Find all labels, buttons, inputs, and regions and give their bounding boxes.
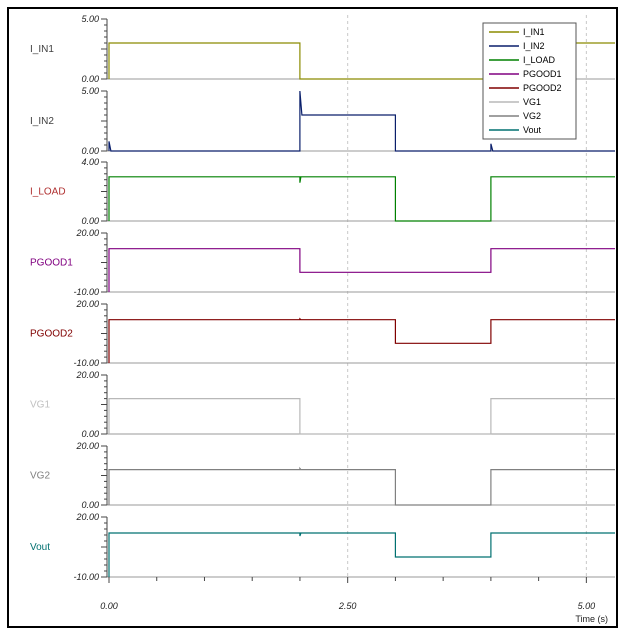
waveform-I_LOAD <box>108 176 615 222</box>
x-tick-label: 5.00 <box>578 601 596 611</box>
channel-label-Vout: Vout <box>30 542 50 553</box>
y-tick-label-bottom-I_IN1: 0.00 <box>81 74 99 84</box>
channel-label-VG1: VG1 <box>30 400 50 411</box>
y-tick-label-bottom-VG2: 0.00 <box>81 500 99 510</box>
channel-label-PGOOD2: PGOOD2 <box>30 329 73 340</box>
y-tick-label-bottom-PGOOD2: -10.00 <box>73 358 99 368</box>
y-tick-label-top-VG1: 20.00 <box>75 370 99 380</box>
channel-label-I_IN1: I_IN1 <box>30 44 54 55</box>
y-tick-label-bottom-I_IN2: 0.00 <box>81 146 99 156</box>
x-tick-label: 0.00 <box>100 601 118 611</box>
waveform-PGOOD2 <box>108 317 615 363</box>
x-tick-label: 2.50 <box>338 601 357 611</box>
legend-entry-I_IN1: I_IN1 <box>523 27 545 37</box>
waveform-VG1 <box>108 398 615 435</box>
waveform-I_IN2 <box>108 90 615 152</box>
channel-label-I_IN2: I_IN2 <box>30 116 54 127</box>
channel-label-PGOOD1: PGOOD1 <box>30 258 73 269</box>
y-tick-label-top-I_IN2: 5.00 <box>81 86 99 96</box>
legend-entry-PGOOD2: PGOOD2 <box>523 83 562 93</box>
legend-entry-I_LOAD: I_LOAD <box>523 55 556 65</box>
legend-entry-VG1: VG1 <box>523 97 541 107</box>
y-tick-label-bottom-Vout: -10.00 <box>73 572 99 582</box>
waveform-PGOOD1 <box>108 248 615 292</box>
y-tick-label-top-I_LOAD: 4.00 <box>81 157 99 167</box>
y-tick-label-top-VG2: 20.00 <box>75 441 99 451</box>
channel-label-I_LOAD: I_LOAD <box>30 187 66 198</box>
channel-label-VG2: VG2 <box>30 471 50 482</box>
x-axis-title: Time (s) <box>575 614 608 624</box>
legend-entry-I_IN2: I_IN2 <box>523 41 545 51</box>
y-tick-label-bottom-I_LOAD: 0.00 <box>81 216 99 226</box>
y-tick-label-top-Vout: 20.00 <box>75 512 99 522</box>
y-tick-label-bottom-VG1: 0.00 <box>81 429 99 439</box>
y-tick-label-bottom-PGOOD1: -10.00 <box>73 287 99 297</box>
y-tick-label-top-I_IN1: 5.00 <box>81 14 99 24</box>
y-tick-label-top-PGOOD1: 20.00 <box>75 228 99 238</box>
y-tick-label-top-PGOOD2: 20.00 <box>75 299 99 309</box>
legend-entry-VG2: VG2 <box>523 111 541 121</box>
legend-box <box>482 22 577 140</box>
legend-entry-Vout: Vout <box>523 125 542 135</box>
legend-entry-PGOOD1: PGOOD1 <box>523 69 562 79</box>
waveform-VG2 <box>108 466 615 506</box>
waveform-Vout <box>108 532 615 577</box>
